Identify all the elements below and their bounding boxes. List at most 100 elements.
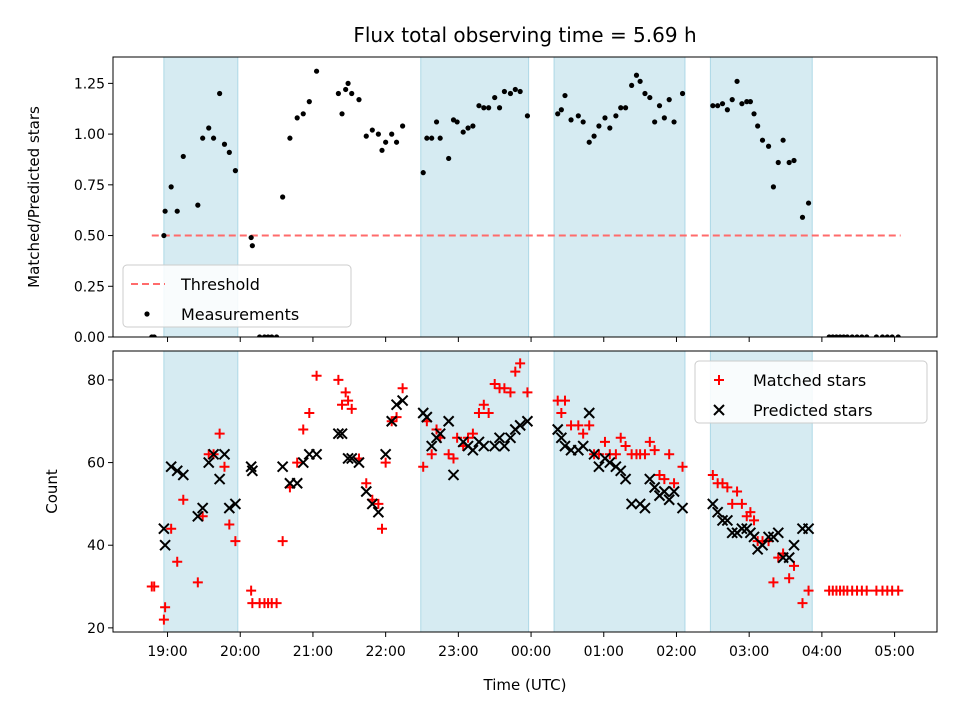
predicted-stars-point-3	[165, 460, 177, 473]
measurements-point-31	[343, 86, 349, 93]
measurements-point-123	[895, 334, 901, 337]
predicted-stars-point-70	[644, 473, 656, 485]
measurements-point-63	[524, 113, 531, 119]
legend-measurements-label: Measurements	[181, 305, 299, 324]
ratio-y-tick-label-5: 1.00	[74, 127, 105, 143]
matched-stars-point-69	[578, 428, 589, 439]
count-y-axis-label: Count	[43, 469, 61, 514]
ratio-y-tick-label-1: 0.00	[74, 330, 105, 346]
measurements-point-78	[629, 82, 635, 89]
measurements-point-23	[280, 194, 286, 200]
measurements-point-48	[446, 155, 452, 162]
measurements-point-56	[486, 105, 492, 111]
matched-stars-point-25	[292, 457, 303, 468]
legend-threshold-label: Threshold	[180, 275, 260, 294]
predicted-stars-point-80	[721, 514, 734, 527]
measurements-point-26	[300, 111, 306, 117]
matched-stars-point-16	[246, 585, 257, 596]
measurements-point-8	[195, 202, 201, 208]
matched-stars-point-8	[192, 577, 203, 588]
matched-stars-point-30	[337, 399, 348, 410]
measurements-point-83	[652, 119, 658, 125]
matched-stars-point-81	[639, 449, 650, 460]
measurements-point-103	[775, 159, 781, 166]
measurements-point-9	[200, 135, 206, 141]
predicted-stars-point-46	[488, 440, 501, 452]
count-legend-box	[694, 360, 928, 424]
measurements-point-50	[454, 119, 460, 125]
x-tick-label-10: 04:00	[802, 644, 842, 660]
measurements-point-104	[780, 137, 786, 143]
predicted-stars-point-60	[588, 448, 600, 461]
matched-stars-point-118	[861, 585, 872, 596]
matched-stars-point-2	[149, 581, 160, 592]
measurements-point-80	[637, 78, 643, 84]
matched-stars-point-59	[499, 383, 510, 394]
measurements-point-12	[217, 90, 223, 97]
x-tick-label-4: 22:00	[365, 644, 405, 660]
predicted-stars-point-30	[379, 448, 392, 461]
measurements-point-81	[642, 90, 648, 97]
ratio-panel: 0.00 0.25 0.50 0.75 1.00 1.25 Matched/Predicte…	[25, 56, 938, 346]
predicted-stars-point-81	[726, 527, 738, 539]
predicted-stars-point-69	[639, 502, 651, 514]
predicted-stars-point-13	[229, 498, 242, 510]
matched-stars-point-105	[784, 573, 795, 584]
predicted-stars-point-93	[783, 551, 795, 564]
measurements-point-15	[232, 168, 238, 174]
measurements-point-67	[568, 117, 574, 123]
matched-stars-point-26	[298, 424, 309, 435]
matched-stars-point-82	[644, 436, 655, 447]
matched-stars-point-32	[343, 395, 354, 406]
matched-stars-point-68	[573, 420, 584, 431]
measurements-point-30	[339, 111, 345, 117]
matched-stars-point-61	[510, 366, 521, 377]
measurements-point-84	[656, 103, 663, 109]
measurements-point-88	[679, 90, 686, 97]
matched-stars-point-98	[749, 515, 760, 526]
predicted-stars-point-74	[663, 494, 675, 506]
predicted-stars-point-26	[353, 456, 365, 469]
matched-stars-point-14	[224, 519, 235, 530]
matched-stars-point-107	[797, 598, 808, 609]
measurements-point-70	[586, 139, 592, 145]
measurements-point-3	[161, 232, 167, 239]
measurements-point-101	[765, 143, 772, 149]
measurements-point-41	[393, 139, 400, 145]
predicted-stars-point-9	[207, 448, 220, 461]
measurements-point-105	[786, 159, 792, 166]
measurements-point-43	[420, 170, 426, 176]
matched-stars-point-86	[664, 449, 675, 460]
predicted-stars-point-23	[336, 427, 348, 440]
measurements-point-39	[383, 139, 389, 145]
matched-stars-point-53	[467, 428, 478, 439]
count-legend: Matched stars Predicted stars	[694, 360, 928, 424]
measurements-point-57	[492, 94, 498, 101]
measurements-point-66	[562, 92, 568, 99]
measurements-point-7	[180, 153, 186, 160]
measurements-point-17	[249, 243, 255, 249]
ratio-y-tick-label-4: 0.75	[74, 178, 105, 194]
matched-stars-point-93	[727, 498, 738, 509]
predicted-stars-point-88	[756, 539, 769, 551]
measurements-point-118	[864, 334, 870, 337]
predicted-stars-point-27	[360, 485, 372, 498]
predicted-stars-point-16	[276, 460, 289, 473]
matched-stars-point-56	[483, 407, 494, 418]
predicted-stars-point-54	[555, 432, 568, 444]
matched-stars-point-76	[615, 432, 626, 443]
matched-stars-point-89	[707, 469, 718, 480]
ratio-frame	[112, 56, 938, 338]
measurements-point-74	[607, 125, 613, 131]
measurements-point-92	[724, 107, 730, 113]
predicted-stars-point-61	[593, 460, 605, 473]
x-tick-label-2: 20:00	[220, 644, 260, 660]
chart-title: Flux total observing time = 5.69 h	[353, 23, 696, 47]
measurements-point-45	[429, 135, 435, 141]
measurements-point-21	[269, 334, 275, 337]
predicted-stars-point-52	[521, 415, 534, 427]
count-y-tick-label-1: 20	[87, 621, 105, 637]
measurements-point-33	[349, 90, 355, 97]
predicted-stars-point-21	[310, 448, 323, 461]
measurements-point-120	[879, 334, 886, 337]
